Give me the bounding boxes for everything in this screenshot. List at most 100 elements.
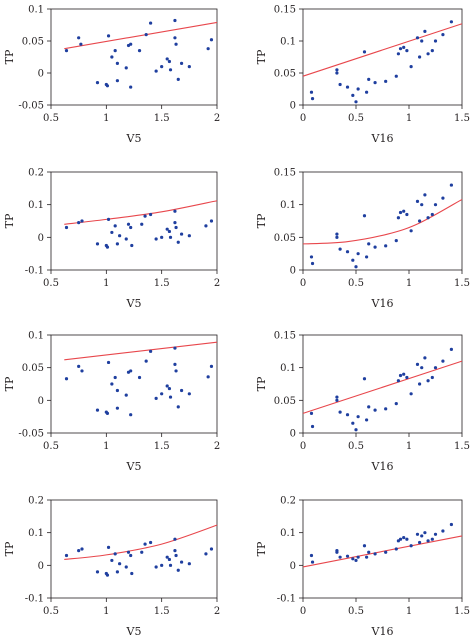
data-point (394, 74, 398, 78)
data-point (187, 234, 191, 238)
data-point (373, 245, 377, 249)
data-point (354, 265, 358, 269)
data-point (426, 539, 430, 543)
x-tick-label: 0.5 (348, 278, 364, 289)
fit-line (64, 21, 218, 50)
data-point (354, 428, 358, 432)
y-tick-label: -0.05 (18, 429, 44, 440)
data-point (149, 21, 153, 25)
data-point (105, 245, 110, 249)
data-point (362, 377, 367, 381)
data-point (64, 225, 69, 230)
data-point (398, 537, 403, 541)
data-point (129, 369, 133, 373)
scatter-panel-row3-right: 0 0.5 1 1.5 0 0.05 0.1 0.15 V16 TP (255, 331, 470, 474)
y-tick-label: 0.15 (274, 5, 296, 16)
fit-line (64, 524, 218, 560)
data-point (168, 563, 173, 567)
data-point (356, 555, 360, 559)
y-tick-label: 0.1 (28, 200, 44, 211)
x-tick-label: 0 (300, 441, 306, 452)
fit-line (64, 200, 218, 225)
data-point (310, 560, 315, 564)
data-point (110, 558, 114, 563)
data-point (187, 392, 191, 396)
data-point (402, 209, 406, 213)
data-point (176, 568, 180, 572)
data-point (420, 366, 424, 370)
data-point (373, 81, 377, 85)
plot-frame (50, 171, 218, 271)
data-point (356, 87, 360, 91)
data-point (345, 413, 350, 417)
x-tick-label: 0.5 (43, 278, 59, 289)
data-point (144, 359, 148, 363)
data-point (430, 49, 434, 53)
data-point (433, 532, 438, 536)
data-point (124, 393, 128, 397)
data-point (165, 384, 169, 388)
data-point (418, 219, 422, 223)
data-point (149, 212, 153, 217)
data-point (115, 388, 119, 393)
data-point (77, 221, 81, 225)
y-tick-label: 0.2 (28, 496, 44, 507)
scatter-panel-row3-left: 0.5 1 1.5 2 -0.05 0 0.05 0.1 V5 TP (3, 331, 220, 474)
data-point (160, 392, 164, 396)
data-point (64, 553, 69, 558)
x-tick-label: 1.5 (154, 113, 170, 124)
data-point (335, 71, 339, 75)
data-point (77, 36, 81, 40)
x-tick-label: 1 (103, 441, 109, 452)
data-point (176, 77, 180, 81)
data-point (168, 395, 173, 399)
data-point (415, 532, 420, 536)
data-point (309, 411, 314, 415)
x-axis-label: V5 (126, 625, 142, 638)
y-tick-label: 0.05 (22, 363, 44, 374)
data-point (179, 388, 184, 393)
fit-line (302, 198, 463, 245)
data-point (129, 85, 133, 89)
data-point (129, 225, 133, 230)
data-point (396, 52, 400, 56)
data-point (95, 408, 100, 412)
data-point (426, 379, 430, 383)
data-point (335, 550, 339, 554)
data-point (394, 402, 398, 406)
data-point (405, 212, 409, 217)
data-point (418, 382, 422, 386)
data-point (149, 349, 153, 353)
data-point (115, 61, 119, 65)
data-point (367, 242, 371, 246)
data-point (79, 42, 83, 46)
data-point (144, 33, 148, 37)
data-point (105, 411, 110, 415)
data-point (335, 398, 339, 402)
data-point (310, 97, 315, 101)
data-point (367, 550, 371, 554)
x-axis-label: V16 (371, 625, 394, 638)
data-point (409, 229, 413, 233)
data-point (430, 212, 434, 217)
data-point (423, 531, 427, 535)
plot-frame (302, 499, 463, 599)
x-tick-label: 0.5 (348, 113, 364, 124)
data-point (95, 242, 100, 246)
data-point (115, 242, 119, 246)
data-point (441, 359, 445, 363)
data-point (309, 255, 314, 259)
plot-frame (50, 8, 218, 106)
data-point (449, 347, 453, 351)
data-point (367, 405, 371, 409)
data-point (80, 547, 84, 551)
scatter-panel-row2-left: 0.5 1 1.5 2 -0.1 0 0.1 0.2 V5 TP (3, 168, 220, 311)
x-tick-label: 1 (406, 606, 412, 617)
y-tick-label: 0.05 (22, 37, 44, 48)
data-point (174, 553, 178, 558)
data-point (430, 537, 434, 541)
data-point (113, 49, 117, 53)
data-point (402, 535, 406, 540)
data-point (140, 550, 144, 554)
